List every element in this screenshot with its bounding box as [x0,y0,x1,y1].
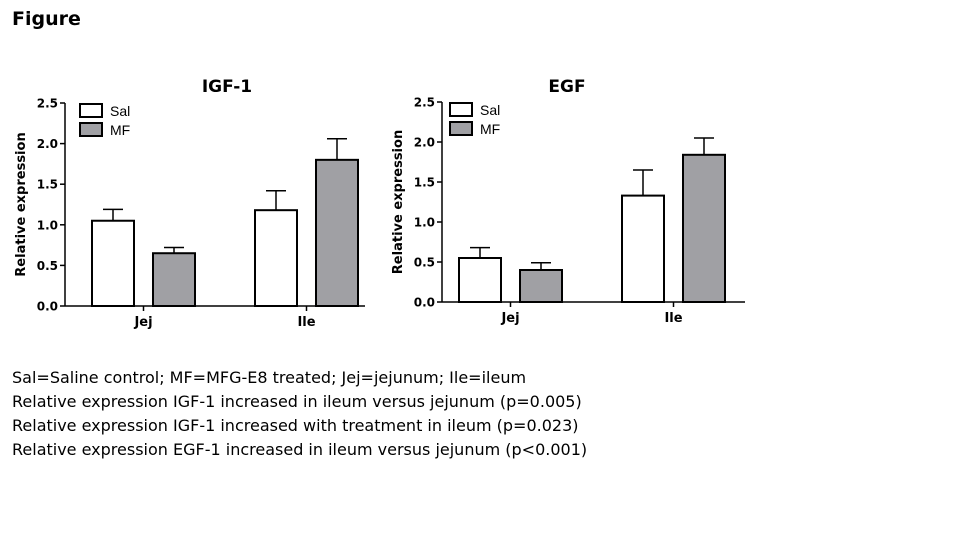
footnote-igf1-treatment: Relative expression IGF-1 increased with… [12,416,579,435]
footnote-egf-region: Relative expression EGF-1 increased in i… [12,440,588,459]
bar-sal-jej [458,257,502,303]
y-tick-label: 1.5 [414,176,435,190]
legend-swatch-sal [79,103,103,118]
legend-label-mf: MF [480,121,500,137]
legend-swatch-sal [449,102,473,117]
y-tick-label: 1.0 [414,216,435,230]
egf-chart: EGF Relative expression 0.0 0.5 1.0 1.5 2.0 2.5… [391,77,745,326]
y-tick-label: 2.5 [37,97,58,111]
y-tick-label: 1.0 [37,218,58,232]
footnotes: Sal=Saline control; MF=MFG-E8 treated; J… [12,366,587,462]
y-tick-label: 2.5 [414,96,435,110]
page-heading: Figure [12,8,81,30]
x-tick-label: Jej [133,315,152,330]
y-tick-label: 2.0 [37,137,58,151]
x-tick-label: Jej [500,311,519,326]
legend-swatch-mf [449,121,473,136]
legend-label-mf: MF [110,122,130,138]
bar-mf-ile [682,153,726,303]
bar-sal-ile [621,194,665,303]
footnote-abbreviations: Sal=Saline control; MF=MFG-E8 treated; J… [12,368,527,387]
bar-mf-jej [519,269,563,303]
bar-mf-jej [152,252,196,307]
bar-sal-ile [254,209,298,308]
y-tick-label: 1.5 [37,178,58,192]
footnote-igf1-region: Relative expression IGF-1 increased in i… [12,392,582,411]
y-tick-label: 2.0 [414,136,435,150]
bar-sal-jej [91,219,135,308]
chart-title: IGF-1 [202,77,252,97]
y-axis-label: Relative expression [391,130,406,274]
x-tick-label: Ile [664,311,682,326]
x-tick-label: Ile [297,315,315,330]
legend-label-sal: Sal [110,103,130,119]
y-tick-label: 0.0 [414,296,435,310]
bar-mf-ile [315,158,359,307]
y-axis-label: Relative expression [14,132,29,276]
legend-swatch-mf [79,122,103,137]
y-tick-label: 0.0 [37,300,58,314]
legend-label-sal: Sal [480,102,500,118]
y-tick-label: 0.5 [37,259,58,273]
igf1-chart: IGF-1 Relative expression 0.0 0.5 1.0 1.5 2.0 2… [14,77,365,330]
y-tick-label: 0.5 [414,256,435,270]
chart-title: EGF [548,77,585,97]
